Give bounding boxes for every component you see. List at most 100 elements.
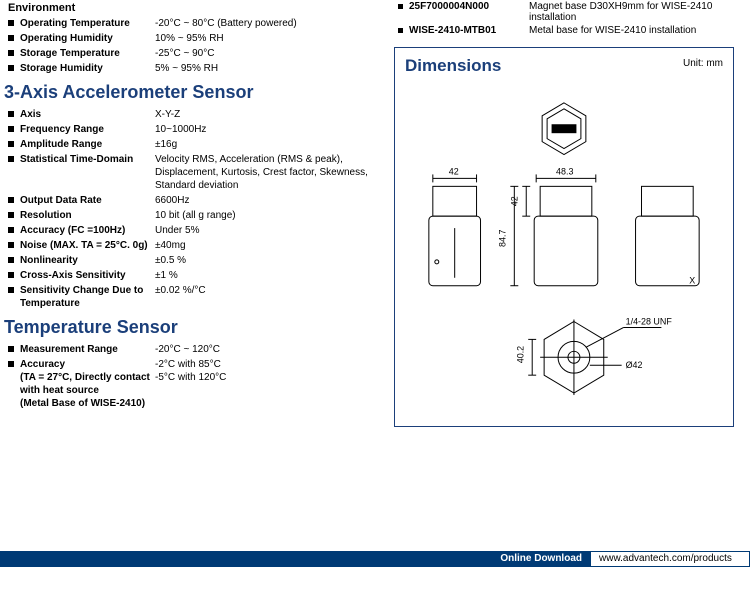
spec-label: Operating Temperature: [20, 17, 155, 30]
spec-value: -20°C ~ 80°C (Battery powered): [155, 17, 384, 30]
spec-value: X-Y-Z: [155, 108, 384, 121]
spec-label: Sensitivity Change Due to Temperature: [20, 284, 155, 310]
spec-row: Measurement Range-20°C ~ 120°C: [4, 342, 384, 357]
env-heading: Environment: [8, 2, 384, 14]
square-icon: [398, 28, 403, 33]
spec-value: ±16g: [155, 138, 384, 151]
dim-x: X: [689, 276, 695, 286]
spec-value: 10~1000Hz: [155, 123, 384, 136]
part-desc: Magnet base D30XH9mm for WISE-2410 insta…: [529, 1, 734, 23]
spec-label: Accuracy (TA = 27°C, Directly contact wi…: [20, 358, 155, 410]
bullet-icon: [8, 126, 14, 132]
spec-value: 10% ~ 95% RH: [155, 32, 384, 45]
bullet-icon: [8, 361, 14, 367]
bullet-icon: [8, 197, 14, 203]
accel-list: AxisX-Y-Z Frequency Range10~1000Hz Ampli…: [4, 107, 384, 311]
dim-w2: 48.3: [556, 166, 573, 176]
square-icon: [398, 4, 403, 9]
dim-dia: Ø42: [626, 360, 643, 370]
spec-value: -25°C ~ 90°C: [155, 47, 384, 60]
spec-label: Operating Humidity: [20, 32, 155, 45]
dimensions-unit: Unit: mm: [683, 58, 723, 69]
spec-label: Output Data Rate: [20, 194, 155, 207]
dimensions-box: Dimensions Unit: mm 42: [394, 47, 734, 427]
footer-url[interactable]: www.advantech.com/products: [590, 551, 750, 567]
spec-label: Nonlinearity: [20, 254, 155, 267]
spec-label: Frequency Range: [20, 123, 155, 136]
spec-value: Under 5%: [155, 224, 384, 237]
spec-row: Amplitude Range±16g: [4, 137, 384, 152]
accessory-row: 25F7000004N000Magnet base D30XH9mm for W…: [398, 0, 734, 24]
spec-row: Output Data Rate6600Hz: [4, 193, 384, 208]
spec-label: Cross-Axis Sensitivity: [20, 269, 155, 282]
spec-row: Frequency Range10~1000Hz: [4, 122, 384, 137]
bullet-icon: [8, 227, 14, 233]
bullet-icon: [8, 287, 14, 293]
spec-row: Resolution10 bit (all g range): [4, 208, 384, 223]
spec-row: Nonlinearity±0.5 %: [4, 253, 384, 268]
spec-value: ±0.02 %/°C: [155, 284, 384, 297]
dimensions-diagram: 42 48.3 42: [405, 82, 723, 402]
bullet-icon: [8, 111, 14, 117]
temp-heading: Temperature Sensor: [4, 317, 384, 338]
spec-row: Storage Humidity5% ~ 95% RH: [4, 61, 384, 76]
bullet-icon: [8, 257, 14, 263]
footer-bar: Online Download www.advantech.com/produc…: [0, 551, 750, 567]
bullet-icon: [8, 212, 14, 218]
spec-value: -2°C with 85°C -5°C with 120°C: [155, 358, 384, 384]
dim-hex-h: 40.2: [515, 346, 525, 363]
accessory-row: WISE-2410-MTB01Metal base for WISE-2410 …: [398, 24, 734, 37]
spec-value: 5% ~ 95% RH: [155, 62, 384, 75]
spec-row: Operating Humidity10% ~ 95% RH: [4, 31, 384, 46]
bullet-icon: [8, 35, 14, 41]
spec-label: Statistical Time-Domain: [20, 153, 155, 166]
bullet-icon: [8, 141, 14, 147]
spec-value: ±0.5 %: [155, 254, 384, 267]
spec-row: Sensitivity Change Due to Temperature±0.…: [4, 283, 384, 311]
dim-w1: 42: [449, 166, 459, 176]
spec-value: Velocity RMS, Acceleration (RMS & peak),…: [155, 153, 384, 192]
accel-heading: 3-Axis Accelerometer Sensor: [4, 82, 384, 103]
right-column: 25F7000004N000Magnet base D30XH9mm for W…: [394, 0, 734, 427]
temp-list: Measurement Range-20°C ~ 120°C Accuracy …: [4, 342, 384, 411]
bullet-icon: [8, 20, 14, 26]
spec-value: 10 bit (all g range): [155, 209, 384, 222]
spec-label: Resolution: [20, 209, 155, 222]
bullet-icon: [8, 242, 14, 248]
spec-row: Accuracy (TA = 27°C, Directly contact wi…: [4, 357, 384, 411]
spec-label: Storage Temperature: [20, 47, 155, 60]
spec-row: Noise (MAX. TA = 25°C. 0g)±40mg: [4, 238, 384, 253]
dim-thread: 1/4-28 UNF: [626, 316, 673, 326]
spec-value: ±1 %: [155, 269, 384, 282]
bullet-icon: [8, 65, 14, 71]
spec-row: Storage Temperature-25°C ~ 90°C: [4, 46, 384, 61]
spec-row: Cross-Axis Sensitivity±1 %: [4, 268, 384, 283]
bullet-icon: [8, 272, 14, 278]
bullet-icon: [8, 156, 14, 162]
spec-label: Axis: [20, 108, 155, 121]
spec-row: Operating Temperature-20°C ~ 80°C (Batte…: [4, 16, 384, 31]
dim-h2: 84.7: [497, 230, 507, 247]
bullet-icon: [8, 346, 14, 352]
spec-value: ±40mg: [155, 239, 384, 252]
accessory-list: 25F7000004N000Magnet base D30XH9mm for W…: [398, 0, 734, 37]
part-number: WISE-2410-MTB01: [409, 25, 529, 36]
footer-label: Online Download: [492, 551, 590, 567]
spec-row: Statistical Time-DomainVelocity RMS, Acc…: [4, 152, 384, 193]
spec-label: Storage Humidity: [20, 62, 155, 75]
spec-value: 6600Hz: [155, 194, 384, 207]
spec-row: AxisX-Y-Z: [4, 107, 384, 122]
spec-label: Amplitude Range: [20, 138, 155, 151]
spec-row: Accuracy (FC =100Hz)Under 5%: [4, 223, 384, 238]
env-list: Operating Temperature-20°C ~ 80°C (Batte…: [4, 16, 384, 76]
dimensions-title: Dimensions: [405, 56, 501, 75]
footer-spacer: [0, 551, 492, 567]
spec-label: Noise (MAX. TA = 25°C. 0g): [20, 239, 155, 252]
part-number: 25F7000004N000: [409, 1, 529, 23]
spec-value: -20°C ~ 120°C: [155, 343, 384, 356]
bullet-icon: [8, 50, 14, 56]
left-column: Environment Operating Temperature-20°C ~…: [4, 0, 394, 427]
spec-label: Accuracy (FC =100Hz): [20, 224, 155, 237]
part-desc: Metal base for WISE-2410 installation: [529, 25, 696, 36]
spec-label: Measurement Range: [20, 343, 155, 356]
